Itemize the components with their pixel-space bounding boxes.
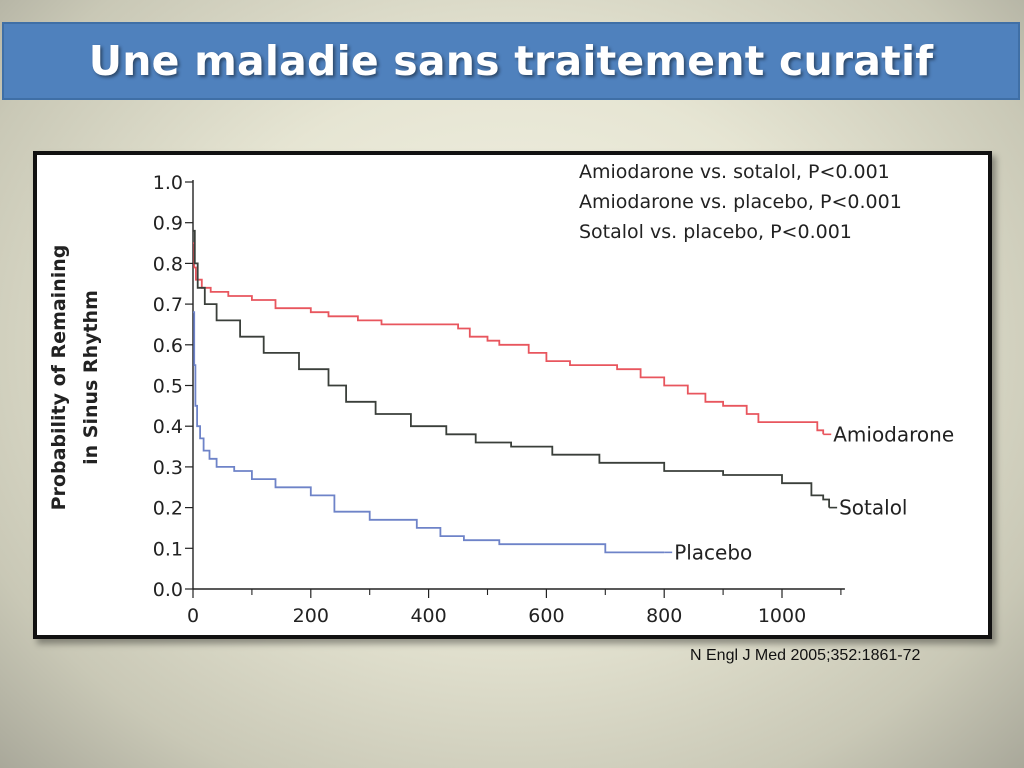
y-tick-label: 1.0 — [153, 172, 183, 194]
survival-chart: 0.0 0.1 0.2 0.3 0.4 0.5 0.6 0.7 0.8 0.9 1.0 0 200 400… — [48, 161, 954, 627]
chart-series-lines — [193, 229, 830, 554]
y-axis-label: Probability of Remaining in Sinus Rhythm — [48, 245, 102, 511]
series-line-amiodarone — [193, 242, 825, 435]
series-label-amiodarone: Amiodarone — [833, 422, 954, 446]
p-value-annotation: Amiodarone vs. placebo, P<0.001 — [579, 191, 902, 213]
y-tick-label: 0.5 — [153, 376, 183, 398]
chart-panel: 0.0 0.1 0.2 0.3 0.4 0.5 0.6 0.7 0.8 0.9 1.0 0 200 400… — [33, 151, 992, 639]
x-tick-label: 0 — [187, 605, 199, 627]
y-axis-label-line: in Sinus Rhythm — [80, 290, 102, 465]
x-tick-label: 200 — [293, 605, 329, 627]
y-tick-label: 0.1 — [153, 538, 183, 560]
p-value-annotation: Sotalol vs. placebo, P<0.001 — [579, 221, 852, 243]
y-tick-label: 0.3 — [153, 457, 183, 479]
y-tick-label: 0.7 — [153, 294, 183, 316]
x-tick-label: 600 — [528, 605, 564, 627]
y-tick-label: 0.0 — [153, 579, 183, 601]
y-tick-label: 0.9 — [153, 213, 183, 235]
x-tick-label: 400 — [410, 605, 446, 627]
y-axis-label-line: Probability of Remaining — [48, 245, 70, 511]
series-label-placebo: Placebo — [674, 540, 752, 564]
citation-text: N Engl J Med 2005;352:1861-72 — [690, 647, 921, 664]
p-value-annotation: Amiodarone vs. sotalol, P<0.001 — [579, 161, 890, 183]
chart-series-labels: Amiodarone Sotalol Placebo — [664, 422, 954, 564]
chart-ticks: 0.0 0.1 0.2 0.3 0.4 0.5 0.6 0.7 0.8 0.9 1.0 0 200 400… — [153, 172, 842, 627]
y-tick-label: 0.2 — [153, 498, 183, 520]
series-line-sotalol — [193, 229, 830, 508]
series-label-sotalol: Sotalol — [839, 496, 907, 520]
series-line-placebo — [193, 311, 665, 554]
chart-annotations: Amiodarone vs. sotalol, P<0.001 Amiodaron… — [579, 161, 902, 243]
y-tick-label: 0.4 — [153, 416, 183, 438]
x-tick-label: 800 — [646, 605, 682, 627]
slide-title-bar: Une maladie sans traitement curatif — [2, 22, 1020, 100]
y-tick-label: 0.8 — [153, 253, 183, 275]
slide-title: Une maladie sans traitement curatif — [88, 37, 934, 85]
x-tick-label: 1000 — [758, 605, 806, 627]
y-tick-label: 0.6 — [153, 335, 183, 357]
chart-axes — [192, 180, 845, 590]
